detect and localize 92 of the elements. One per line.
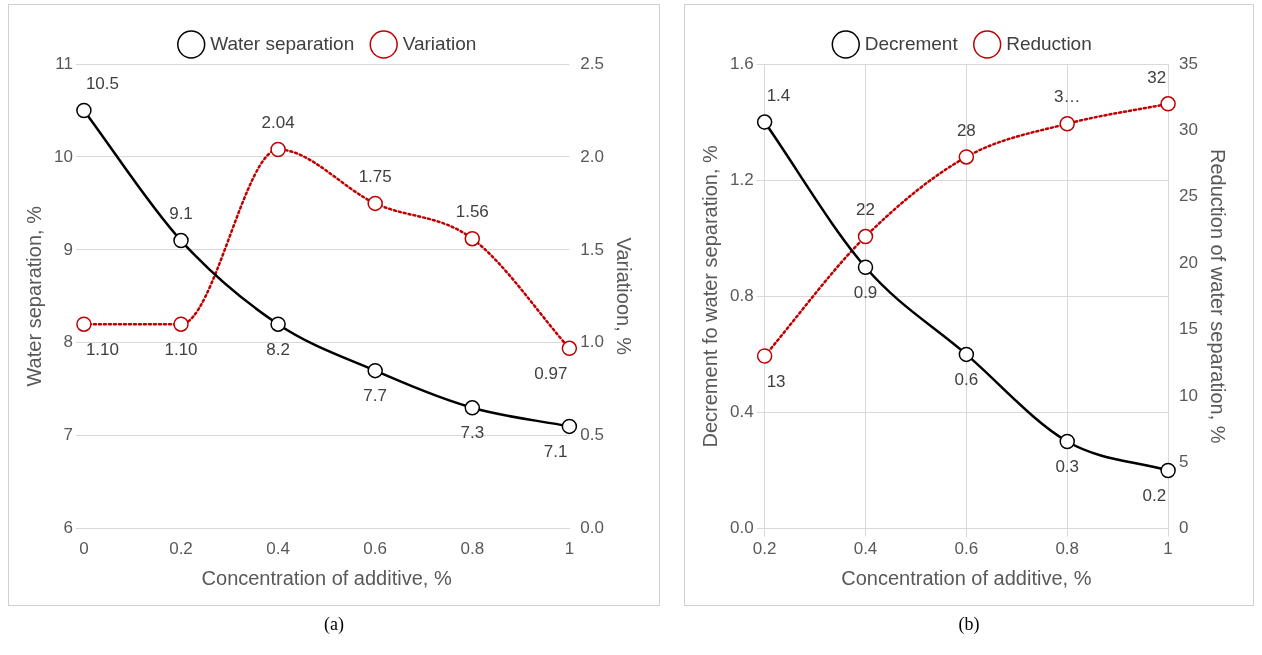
data-label: 1.4 [766, 85, 791, 105]
x-tick-label: 0.6 [363, 539, 387, 559]
legend-label: Variation [402, 32, 477, 54]
y2-tick-label: 35 [1179, 53, 1199, 73]
y-tick-label: 8 [63, 332, 73, 352]
data-label: 0.6 [954, 370, 979, 390]
data-label: 0.3 [1055, 457, 1080, 477]
point [367, 362, 383, 379]
data-label: 3… [1054, 87, 1081, 107]
data-label: 7.3 [460, 423, 485, 443]
point [756, 114, 773, 130]
point [857, 228, 874, 245]
y2-tick-label: 0.5 [580, 425, 605, 445]
y-tick-label: 10 [53, 146, 73, 166]
point [958, 346, 975, 363]
legend-label: Decrement [864, 32, 959, 54]
y-axis-title: Water separation, % [22, 205, 45, 387]
y2-tick-label: 15 [1179, 319, 1199, 339]
data-label: 0.2 [1142, 486, 1167, 506]
x-tick-label: 0.4 [266, 539, 290, 559]
y-tick-label: 9 [63, 239, 73, 259]
point [270, 316, 286, 332]
x-tick-label: 0.8 [460, 539, 485, 559]
data-label: 1.56 [455, 202, 489, 222]
y2-tick-label: 5 [1179, 451, 1189, 471]
y2-tick-label: 10 [1179, 385, 1199, 405]
data-label: 8.2 [266, 339, 290, 359]
y-tick-label: 0.8 [729, 285, 754, 305]
y-tick-label: 0.0 [729, 518, 754, 538]
y2-tick-label: 20 [1179, 252, 1199, 272]
y2-tick-label: 0 [1179, 518, 1189, 538]
y2-tick-label: 30 [1179, 120, 1199, 140]
point [464, 400, 481, 416]
y2-tick-label: 2.0 [580, 146, 605, 166]
point [367, 195, 383, 212]
y-tick-label: 0.4 [729, 402, 754, 422]
legend-label: Water separation [210, 32, 355, 54]
y-tick-label: 11 [55, 53, 73, 73]
point [857, 259, 874, 276]
data-label: 7.1 [543, 442, 568, 462]
point [561, 418, 578, 435]
y2-tick-label: 1.5 [580, 239, 605, 259]
data-label: 7.7 [363, 386, 388, 406]
point [561, 340, 578, 357]
text: (a) [323, 614, 345, 635]
data-label: 1.10 [164, 339, 198, 359]
point [173, 316, 189, 332]
data-label: 13 [766, 371, 786, 391]
x-tick-label: 0 [79, 539, 89, 559]
x-tick-label: 0.4 [853, 539, 878, 559]
y2-axis-title: Reduction of water separation, % [1207, 149, 1230, 444]
x-tick-label: 1 [564, 539, 575, 559]
x-axis-title: Concentration of additive, % [201, 566, 452, 589]
point [76, 102, 92, 119]
x-tick-label: 0.6 [954, 539, 979, 559]
point [464, 230, 481, 247]
data-label: 1.10 [85, 339, 119, 359]
point [756, 348, 773, 364]
y-tick-label: 1.2 [729, 169, 754, 189]
point [1059, 115, 1075, 132]
y-tick-label: 7 [63, 425, 73, 445]
data-label: 0.97 [534, 364, 568, 384]
data-label: 2.04 [261, 113, 295, 133]
y2-tick-label: 0.0 [580, 518, 605, 538]
point [270, 141, 286, 158]
y-tick-label: 6 [63, 518, 73, 538]
x-tick-label: 1 [1163, 539, 1173, 559]
data-label: 32 [1147, 67, 1167, 87]
y2-tick-label: 2.5 [580, 53, 605, 73]
point [1160, 96, 1176, 112]
data-label: 10.5 [85, 74, 119, 94]
point [76, 316, 92, 332]
x-tick-label: 0.2 [752, 539, 777, 559]
data-label: 0.9 [853, 282, 878, 302]
data-label: 9.1 [169, 204, 193, 224]
y2-axis-title: Variatioon, % [613, 237, 636, 356]
point [1059, 433, 1075, 450]
point [1160, 462, 1176, 479]
point [173, 232, 189, 249]
data-label: 28 [956, 120, 976, 140]
x-tick-label: 0.2 [169, 539, 193, 559]
x-tick-label: 0.8 [1055, 539, 1080, 559]
data-label: 1.75 [358, 167, 392, 187]
y2-tick-label: 25 [1179, 186, 1199, 206]
text: (b) [957, 614, 981, 635]
data-label: 22 [856, 200, 875, 220]
x-axis-title: Concentration of additive, % [841, 566, 1092, 589]
y2-tick-label: 1.0 [580, 332, 605, 352]
y-axis-title: Decrement fo water separation, % [698, 144, 721, 448]
point [958, 149, 975, 165]
y-tick-label: 1.6 [729, 53, 754, 73]
legend-label: Reduction [1006, 32, 1092, 54]
